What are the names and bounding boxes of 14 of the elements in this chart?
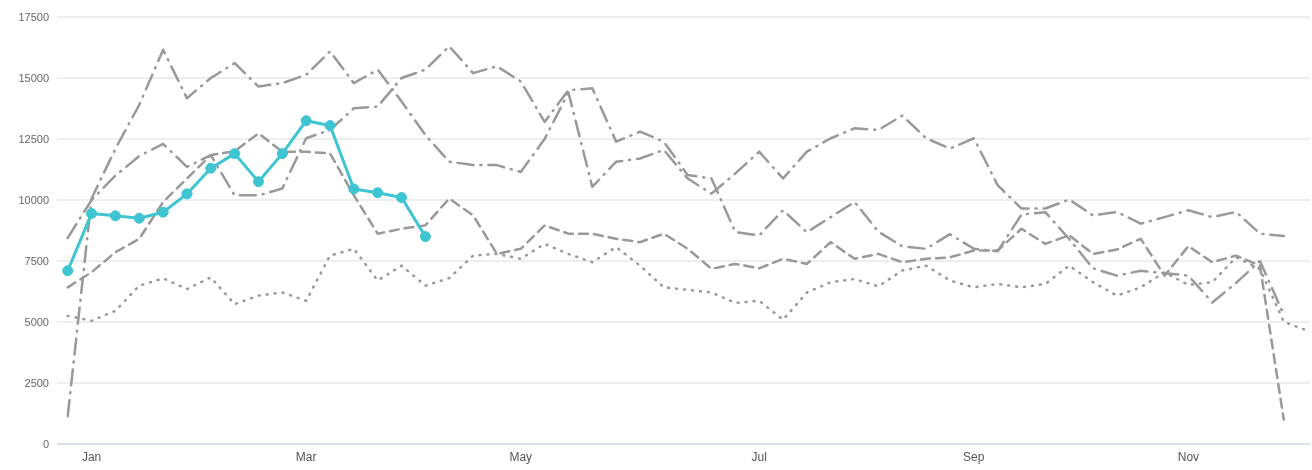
x-tick-label: Mar xyxy=(295,449,317,464)
x-tick-label: May xyxy=(509,449,533,464)
y-tick-label: 7500 xyxy=(24,254,49,267)
y-tick-label: 10000 xyxy=(18,193,49,206)
y-tick-label: 5000 xyxy=(24,315,49,328)
y-tick-label: 2500 xyxy=(24,376,49,389)
y-tick-label: 17500 xyxy=(18,10,49,23)
y-tick-label: 15000 xyxy=(18,71,49,84)
x-tick-label: Jan xyxy=(81,449,102,464)
y-tick-label: 0 xyxy=(42,437,49,450)
x-tick-label: Nov xyxy=(1177,449,1200,464)
x-tick-label: Sep xyxy=(963,449,985,464)
x-tick-label: Jul xyxy=(751,449,767,464)
y-tick-label: 12500 xyxy=(18,132,49,145)
